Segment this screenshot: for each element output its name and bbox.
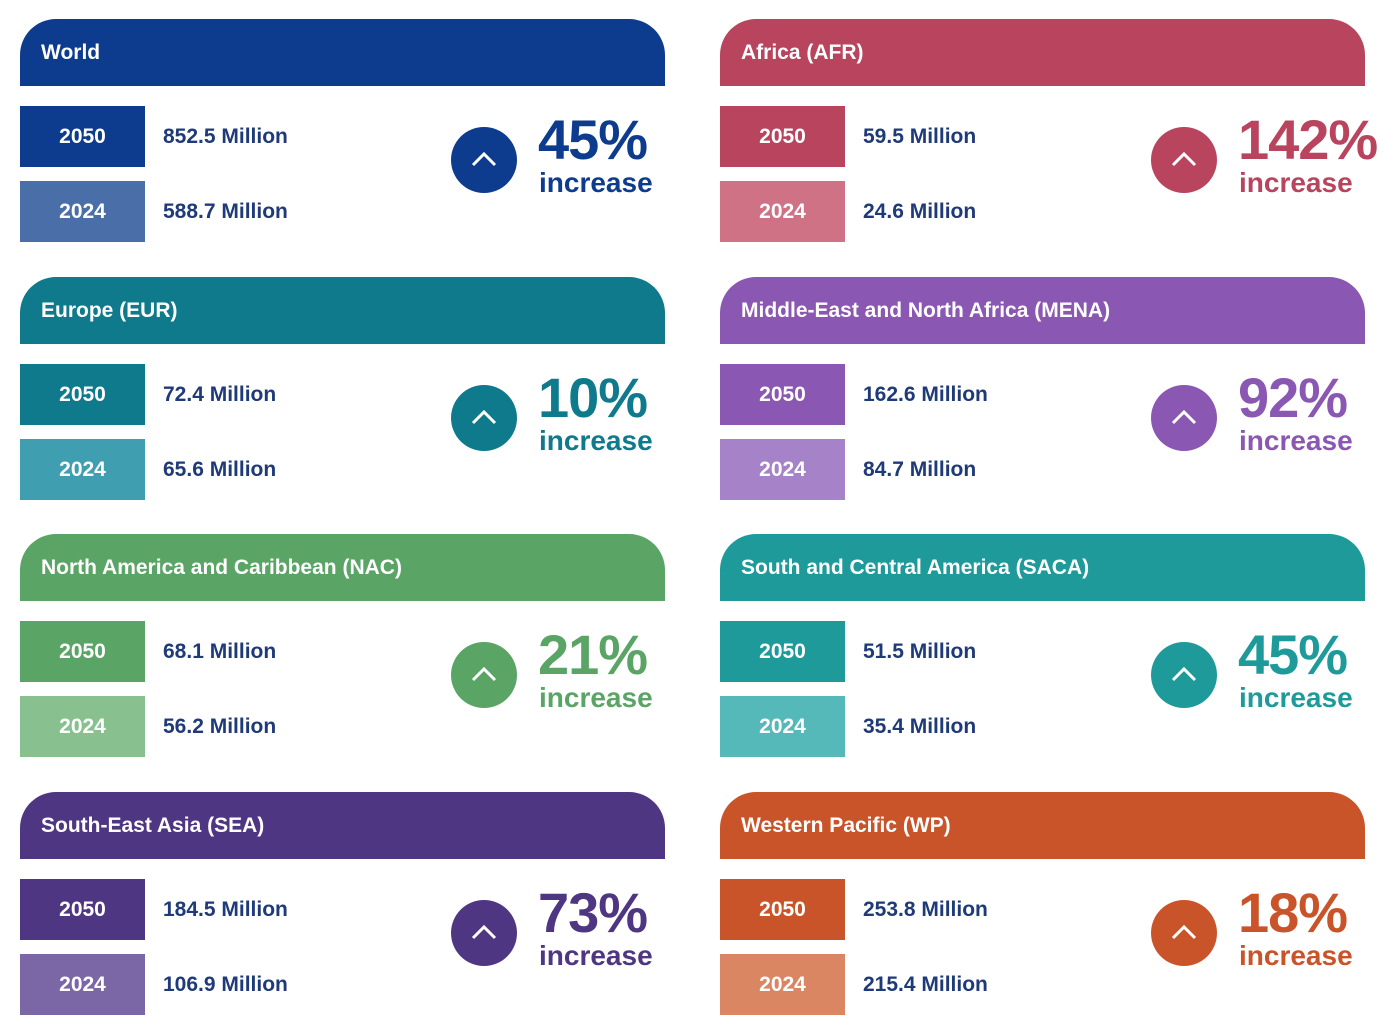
- year-2024-label: 2024: [720, 438, 845, 500]
- chevron-up-icon: [451, 127, 517, 193]
- year-2024-label: 2024: [20, 696, 145, 757]
- region-title: South-East Asia (SEA): [20, 791, 665, 859]
- increase-label: increase: [1239, 424, 1353, 456]
- value-2024: 84.7 Million: [863, 457, 977, 481]
- chevron-up-icon: [1151, 384, 1217, 451]
- year-2050-label: 2050: [20, 106, 145, 167]
- value-2050: 68.1 Million: [163, 640, 277, 663]
- percent-change: 73%: [538, 880, 648, 944]
- chevron-up-icon: [1151, 899, 1217, 966]
- year-2050-label: 2050: [20, 363, 145, 425]
- region-title: Western Pacific (WP): [720, 791, 1365, 859]
- value-2050: 162.6 Million: [863, 382, 988, 406]
- value-2024: 24.6 Million: [863, 200, 977, 223]
- value-2050: 59.5 Million: [863, 125, 977, 148]
- increase-label: increase: [1239, 167, 1353, 198]
- chevron-up-icon: [1151, 642, 1217, 708]
- region-card: Africa (AFR) 2050 59.5 Million 2024 24.6…: [720, 19, 1378, 259]
- year-2024-label: 2024: [20, 953, 145, 1015]
- region-title: Middle-East and North Africa (MENA): [720, 276, 1365, 344]
- year-2024-label: 2024: [720, 181, 845, 242]
- value-2050: 253.8 Million: [863, 897, 988, 921]
- year-2050-label: 2050: [20, 878, 145, 940]
- region-title: World: [20, 19, 665, 86]
- value-2050: 51.5 Million: [863, 640, 977, 663]
- chevron-up-icon: [1151, 127, 1217, 193]
- percent-change: 18%: [1238, 880, 1348, 944]
- region-title: South and Central America (SACA): [720, 534, 1365, 601]
- chevron-up-icon: [451, 899, 517, 966]
- chevron-up-icon: [451, 642, 517, 708]
- year-2024-label: 2024: [20, 181, 145, 242]
- year-2024-label: 2024: [720, 696, 845, 757]
- increase-label: increase: [539, 682, 653, 713]
- chevron-up-icon: [451, 384, 517, 451]
- increase-label: increase: [539, 167, 653, 198]
- value-2024: 35.4 Million: [863, 715, 977, 738]
- value-2050: 72.4 Million: [163, 382, 277, 406]
- percent-change: 45%: [1238, 623, 1348, 686]
- year-2024-label: 2024: [720, 953, 845, 1015]
- region-card: Middle-East and North Africa (MENA) 2050…: [720, 276, 1365, 517]
- region-card: World 2050 852.5 Million 2024 588.7 Mill…: [20, 19, 665, 259]
- percent-change: 92%: [1238, 365, 1348, 429]
- value-2024: 65.6 Million: [163, 457, 277, 481]
- value-2050: 852.5 Million: [163, 125, 288, 148]
- percent-change: 142%: [1238, 108, 1378, 171]
- region-card: Europe (EUR) 2050 72.4 Million 2024 65.6…: [20, 276, 665, 517]
- region-title: North America and Caribbean (NAC): [20, 534, 665, 601]
- value-2024: 588.7 Million: [163, 200, 288, 223]
- value-2024: 215.4 Million: [863, 972, 988, 996]
- value-2024: 56.2 Million: [163, 715, 277, 738]
- year-2050-label: 2050: [20, 621, 145, 682]
- percent-change: 10%: [538, 365, 648, 429]
- increase-label: increase: [539, 939, 653, 971]
- region-card: South and Central America (SACA) 2050 51…: [720, 534, 1365, 774]
- year-2050-label: 2050: [720, 621, 845, 682]
- increase-label: increase: [1239, 939, 1353, 971]
- region-title: Europe (EUR): [20, 276, 665, 344]
- region-card: South-East Asia (SEA) 2050 184.5 Million…: [20, 791, 665, 1032]
- percent-change: 21%: [538, 623, 648, 686]
- value-2024: 106.9 Million: [163, 972, 288, 996]
- year-2024-label: 2024: [20, 438, 145, 500]
- region-card: Western Pacific (WP) 2050 253.8 Million …: [720, 791, 1365, 1032]
- percent-change: 45%: [538, 108, 648, 171]
- region-title: Africa (AFR): [720, 19, 1365, 86]
- year-2050-label: 2050: [720, 106, 845, 167]
- year-2050-label: 2050: [720, 878, 845, 940]
- increase-label: increase: [1239, 682, 1353, 713]
- year-2050-label: 2050: [720, 363, 845, 425]
- region-card: North America and Caribbean (NAC) 2050 6…: [20, 534, 665, 774]
- value-2050: 184.5 Million: [163, 897, 288, 921]
- increase-label: increase: [539, 424, 653, 456]
